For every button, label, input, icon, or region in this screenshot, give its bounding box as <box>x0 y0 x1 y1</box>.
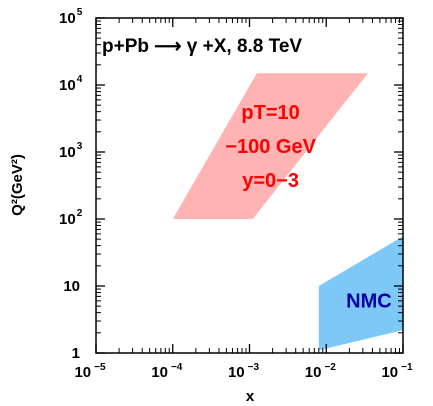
y-tick-exponent: 3 <box>77 141 83 152</box>
y-tick-exponent: 2 <box>77 208 83 219</box>
pt-region-label-1: −100 GeV <box>225 136 316 158</box>
x-tick-exponent: −1 <box>401 362 413 373</box>
x-tick-label: 10 −5 <box>74 362 106 381</box>
y-axis-label: Q²(GeV²) <box>9 154 26 216</box>
x-axis-label: x <box>246 388 255 405</box>
regions-layer <box>172 73 403 351</box>
x-tick-label: 10 −3 <box>228 362 260 381</box>
nmc-region-label-0: NMC <box>346 291 392 313</box>
pt-region-label-0: pT=10 <box>241 102 299 124</box>
y-tick-label: 105 <box>59 7 83 27</box>
x-tick-exponent: −4 <box>171 362 183 373</box>
y-tick-label: 103 <box>59 141 83 161</box>
region-labels: pT=10 −100 GeV y=0−3 NMC <box>225 102 391 313</box>
x-tick-exponent: −3 <box>248 362 260 373</box>
pt-region-label-2: y=0−3 <box>242 170 299 192</box>
pt-region <box>172 73 368 219</box>
ticks-layer <box>95 17 404 354</box>
x-tick-label: 10 −4 <box>151 362 183 381</box>
y-tick-exponent: 4 <box>77 74 83 85</box>
y-tick-label: 104 <box>59 74 83 94</box>
y-tick-exponent: 5 <box>77 7 83 18</box>
chart-title: p+Pb ⟶ γ +X, 8.8 TeV <box>102 36 302 57</box>
x-tick-exponent: −2 <box>324 362 336 373</box>
x-tick-exponent: −5 <box>94 362 106 373</box>
y-tick-label: 102 <box>59 208 83 228</box>
y-tick-label: 1 <box>72 345 80 362</box>
x-tick-label: 10 −2 <box>305 362 337 381</box>
x-tick-label: 10 −1 <box>381 362 413 381</box>
y-tick-label: 10 <box>63 278 80 295</box>
nmc-region <box>318 236 403 351</box>
